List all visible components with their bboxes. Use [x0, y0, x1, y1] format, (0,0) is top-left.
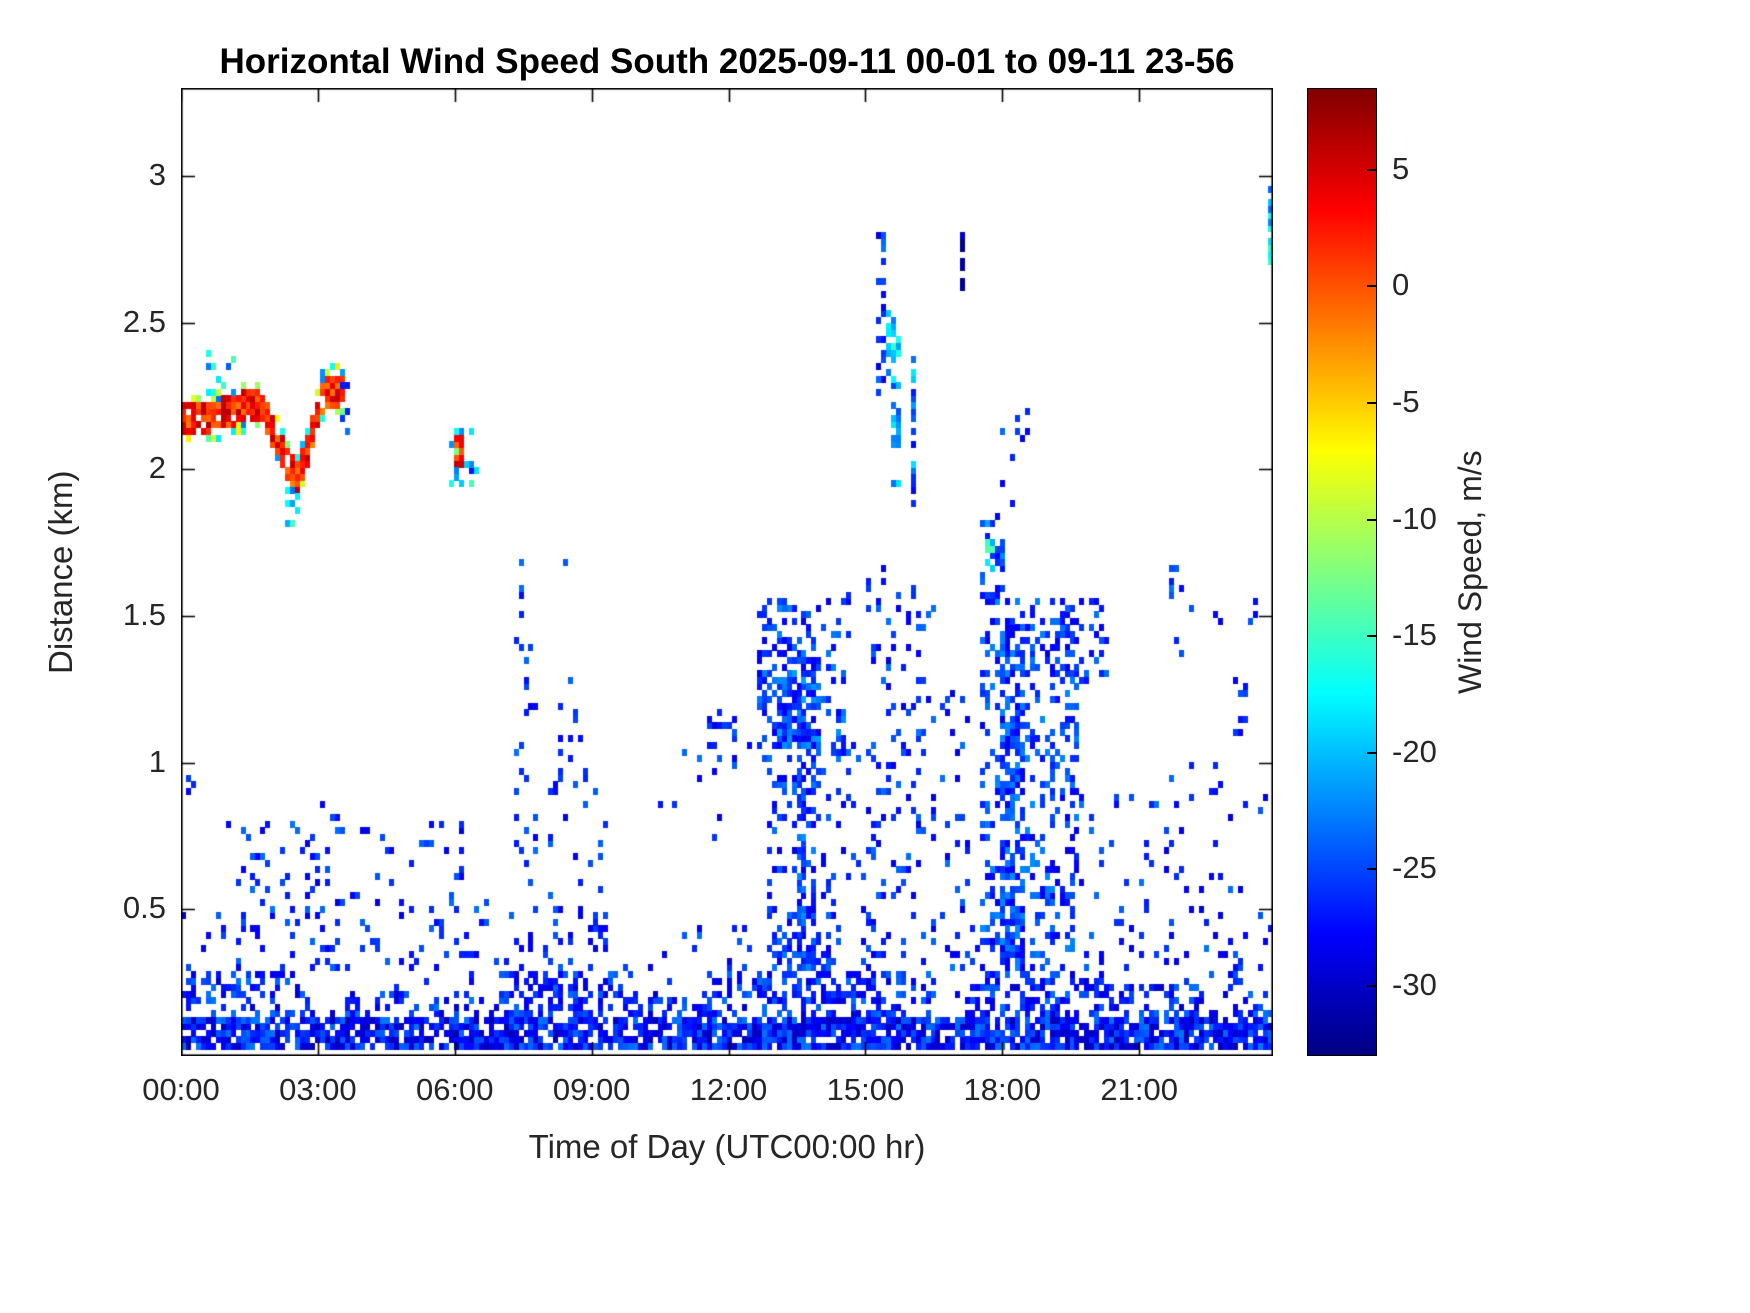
colorbar-tick-mark [1367, 635, 1376, 638]
y-tick-label: 1.5 [122, 597, 166, 632]
colorbar-label: Wind Speed, m/s [1452, 450, 1488, 694]
chart-title: Horizontal Wind Speed South 2025-09-11 0… [219, 42, 1235, 81]
x-tick-label: 00:00 [142, 1072, 220, 1107]
colorbar-tick-label: -10 [1392, 500, 1437, 536]
colorbar-tick-mark [1367, 168, 1376, 171]
y-tick-label: 2 [148, 450, 166, 486]
colorbar-tick-mark [1367, 518, 1376, 521]
y-tick-label: 2.5 [122, 303, 166, 339]
colorbar-tick-label: -15 [1392, 617, 1437, 653]
y-tick-label: 0.5 [122, 890, 166, 926]
colorbar-tick-mark [1367, 985, 1376, 988]
colorbar-tick-mark [1367, 285, 1376, 288]
x-tick-label: 12:00 [689, 1072, 768, 1107]
y-tick-label: 1 [148, 743, 166, 779]
x-tick-label: 06:00 [415, 1072, 494, 1107]
colorbar-tick-mark [1367, 868, 1376, 871]
colorbar [1307, 88, 1377, 1056]
colorbar-tick-label: -25 [1392, 850, 1437, 886]
x-tick-label: 03:00 [279, 1072, 357, 1107]
colorbar-tick-mark [1367, 751, 1376, 754]
heatmap-canvas [181, 88, 1273, 1056]
colorbar-tick-label: 5 [1392, 150, 1410, 186]
x-tick-label: 21:00 [1100, 1072, 1178, 1107]
x-axis-label: Time of Day (UTC00:00 hr) [528, 1128, 926, 1165]
x-tick-label: 09:00 [552, 1072, 631, 1107]
colorbar-tick-label: 0 [1392, 267, 1410, 303]
colorbar-tick-label: -5 [1392, 383, 1420, 419]
x-tick-label: 15:00 [826, 1072, 905, 1107]
colorbar-tick-label: -30 [1392, 967, 1437, 1003]
x-tick-label: 18:00 [963, 1072, 1042, 1107]
y-tick-label: 3 [148, 157, 166, 192]
colorbar-tick-mark [1367, 401, 1376, 404]
colorbar-tick-label: -20 [1392, 733, 1437, 769]
